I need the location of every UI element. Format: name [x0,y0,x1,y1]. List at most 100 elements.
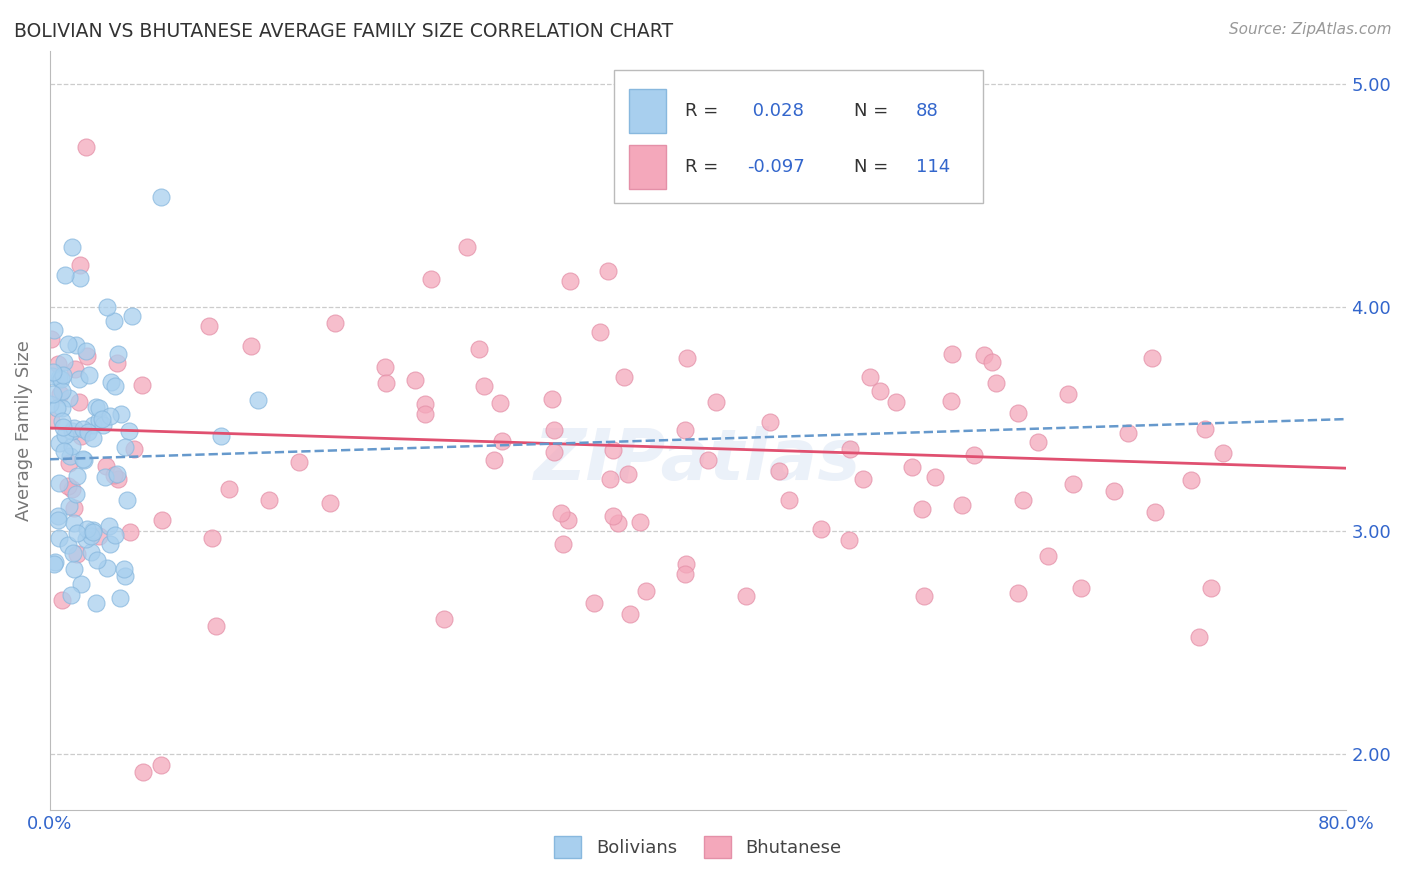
Point [66,468,89,483]
Point [810,522,832,536]
Point [103,314,125,328]
Point [200,531,222,545]
Point [1199,581,1222,595]
Point [132,764,155,779]
Point [246,392,269,407]
Point [198,319,221,334]
Point [901,460,924,475]
Point [58,456,80,470]
Point [76,522,98,536]
Point [1070,582,1092,596]
Point [63,362,86,376]
Point [543,423,565,437]
Point [49,387,72,401]
Point [51,401,73,416]
Point [209,429,232,443]
FancyBboxPatch shape [614,70,983,202]
Point [93,418,115,433]
Point [66,547,89,561]
Point [62,546,84,560]
Point [869,384,891,399]
Point [1140,351,1163,365]
Point [924,469,946,483]
Point [58,391,80,405]
Text: N =: N = [853,158,894,176]
Point [105,356,128,370]
Text: N =: N = [853,103,894,120]
Point [66,525,89,540]
Point [456,240,478,254]
Point [114,569,136,583]
Point [80,529,103,543]
Point [759,415,782,429]
Point [1057,387,1080,401]
Point [82,417,104,432]
Point [53,268,76,282]
Point [468,343,491,357]
Text: ZIPatlas: ZIPatlas [534,426,862,495]
Text: Source: ZipAtlas.com: Source: ZipAtlas.com [1229,22,1392,37]
Point [318,496,340,510]
Point [51,372,73,386]
Point [63,561,86,575]
Point [205,618,228,632]
Point [589,325,612,339]
Point [413,407,436,421]
Point [607,516,630,530]
Point [48,531,70,545]
Point [48,371,70,385]
Point [52,419,75,434]
Point [58,337,80,351]
Point [673,423,696,437]
Point [98,537,121,551]
Point [114,562,136,576]
Point [73,452,96,467]
Point [543,445,565,459]
Point [115,492,138,507]
Point [675,558,697,572]
Point [42,387,65,401]
Point [48,475,70,490]
Point [44,555,66,569]
Point [104,528,127,542]
Point [734,589,756,603]
Point [69,258,91,272]
Point [80,545,103,559]
Point [70,429,93,443]
Point [1036,549,1059,564]
Point [768,464,790,478]
Point [1118,426,1140,441]
Point [257,493,280,508]
Point [1011,492,1033,507]
Text: -0.097: -0.097 [748,158,806,176]
Point [51,593,73,607]
Point [62,439,84,453]
Point [45,401,67,416]
Point [118,424,141,438]
Point [550,506,572,520]
Point [87,529,110,543]
Point [218,482,240,496]
Point [84,596,107,610]
Point [46,509,69,524]
Point [287,455,309,469]
Point [86,553,108,567]
Point [51,414,73,428]
Point [121,310,143,324]
Point [420,272,443,286]
Point [1143,505,1166,519]
Point [114,440,136,454]
Point [100,375,122,389]
Point [75,532,97,546]
Point [602,508,624,523]
Point [103,467,125,482]
Point [374,360,396,375]
Point [69,577,91,591]
Text: 88: 88 [915,103,939,120]
Point [150,758,173,772]
Point [72,422,94,436]
Legend: Bolivians, Bhutanese: Bolivians, Bhutanese [547,829,849,865]
Point [472,379,495,393]
Point [859,370,882,384]
Point [63,501,86,516]
